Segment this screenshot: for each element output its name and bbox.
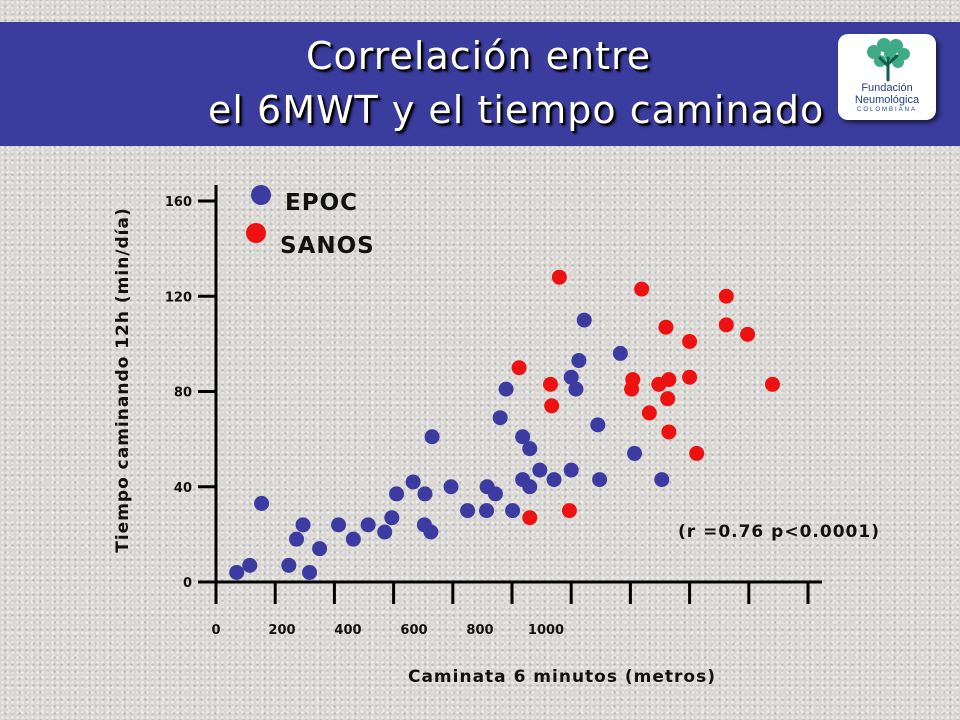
legend-marker-sanos	[246, 223, 266, 243]
data-point-epoc	[505, 503, 521, 519]
data-point-epoc	[424, 429, 440, 445]
legend-label-epoc: EPOC	[285, 190, 358, 216]
correlation-annotation: (r =0.76 p<0.0001)	[678, 522, 880, 542]
logo-text-colombiana: COLOMBIANA	[856, 107, 917, 113]
data-point-epoc	[281, 557, 297, 573]
data-point-epoc	[345, 531, 361, 547]
data-point-sanos	[634, 281, 650, 297]
series-epoc	[229, 312, 670, 580]
y-tick-label: 40	[174, 481, 192, 496]
data-point-sanos	[682, 369, 698, 385]
title-bar	[0, 22, 960, 146]
data-point-epoc	[498, 381, 514, 397]
data-point-epoc	[487, 486, 503, 502]
data-point-sanos	[682, 333, 698, 349]
y-axis-title: Tiempo caminando 12h (min/día)	[113, 207, 133, 553]
data-point-sanos	[661, 372, 677, 388]
data-point-epoc	[546, 472, 562, 488]
data-point-epoc	[331, 517, 347, 533]
x-tick-label: 800	[466, 623, 493, 638]
logo-text-neumologica: Neumológica	[854, 94, 920, 106]
data-point-sanos	[689, 445, 705, 461]
tree-icon	[867, 38, 910, 82]
data-point-epoc	[563, 462, 579, 478]
data-point-epoc	[563, 369, 579, 385]
data-point-epoc	[254, 495, 270, 511]
data-point-sanos	[658, 319, 674, 335]
y-tick-label: 160	[165, 195, 192, 210]
data-point-sanos	[740, 326, 756, 342]
data-point-sanos	[641, 405, 657, 421]
data-point-epoc	[522, 479, 538, 495]
data-point-sanos	[511, 360, 527, 376]
data-point-epoc	[576, 312, 592, 328]
data-point-sanos	[561, 503, 577, 519]
data-point-epoc	[295, 517, 311, 533]
y-tick-label: 120	[165, 290, 192, 305]
data-point-epoc	[568, 381, 584, 397]
data-point-sanos	[660, 391, 676, 407]
data-point-sanos	[764, 376, 780, 392]
data-point-sanos	[718, 288, 734, 304]
data-point-epoc	[377, 524, 393, 540]
data-point-epoc	[515, 429, 531, 445]
data-point-epoc	[571, 353, 587, 369]
data-point-epoc	[389, 486, 405, 502]
data-point-epoc	[423, 524, 439, 540]
data-point-sanos	[544, 398, 560, 414]
data-point-sanos	[718, 317, 734, 333]
data-point-epoc	[312, 541, 328, 557]
data-point-epoc	[405, 474, 421, 490]
x-tick-label: 1000	[528, 623, 564, 638]
slide-title-line-2: el 6MWT y el tiempo caminado	[208, 88, 825, 132]
data-point-epoc	[229, 564, 245, 580]
data-point-epoc	[532, 462, 548, 478]
data-point-epoc	[460, 503, 476, 519]
data-point-epoc	[417, 486, 433, 502]
x-axis-title: Caminata 6 minutos (metros)	[408, 667, 716, 687]
data-point-epoc	[590, 417, 606, 433]
data-point-epoc	[443, 479, 459, 495]
chart-axes: 0 40 80 120 160 0 200 400 600 800 1000	[165, 185, 822, 638]
x-tick-label: 200	[268, 623, 295, 638]
y-tick-label: 80	[174, 386, 192, 401]
data-point-epoc	[654, 472, 670, 488]
data-point-sanos	[625, 372, 641, 388]
data-point-sanos	[551, 269, 567, 285]
data-point-sanos	[542, 376, 558, 392]
data-point-epoc	[479, 503, 495, 519]
chart-points	[229, 269, 780, 580]
slide-title-line-1: Correlación entre	[306, 34, 652, 78]
x-tick-label: 0	[211, 623, 220, 638]
x-tick-label: 600	[400, 623, 427, 638]
data-point-epoc	[302, 564, 318, 580]
legend-label-sanos: SANOS	[280, 233, 375, 259]
data-point-epoc	[612, 345, 628, 361]
data-point-epoc	[289, 531, 305, 547]
series-sanos	[511, 269, 780, 526]
legend-marker-epoc	[251, 185, 271, 205]
fundacion-logo: Fundación Neumológica COLOMBIANA	[838, 34, 936, 120]
data-point-sanos	[661, 424, 677, 440]
data-point-epoc	[522, 441, 538, 457]
y-tick-label: 0	[183, 576, 192, 591]
data-point-epoc	[492, 410, 508, 426]
data-point-epoc	[627, 445, 643, 461]
data-point-epoc	[592, 472, 608, 488]
data-point-epoc	[242, 557, 258, 573]
data-point-sanos	[522, 510, 538, 526]
x-tick-label: 400	[334, 623, 361, 638]
logo-text-fundacion: Fundación	[861, 82, 913, 94]
data-point-epoc	[384, 510, 400, 526]
data-point-epoc	[360, 517, 376, 533]
